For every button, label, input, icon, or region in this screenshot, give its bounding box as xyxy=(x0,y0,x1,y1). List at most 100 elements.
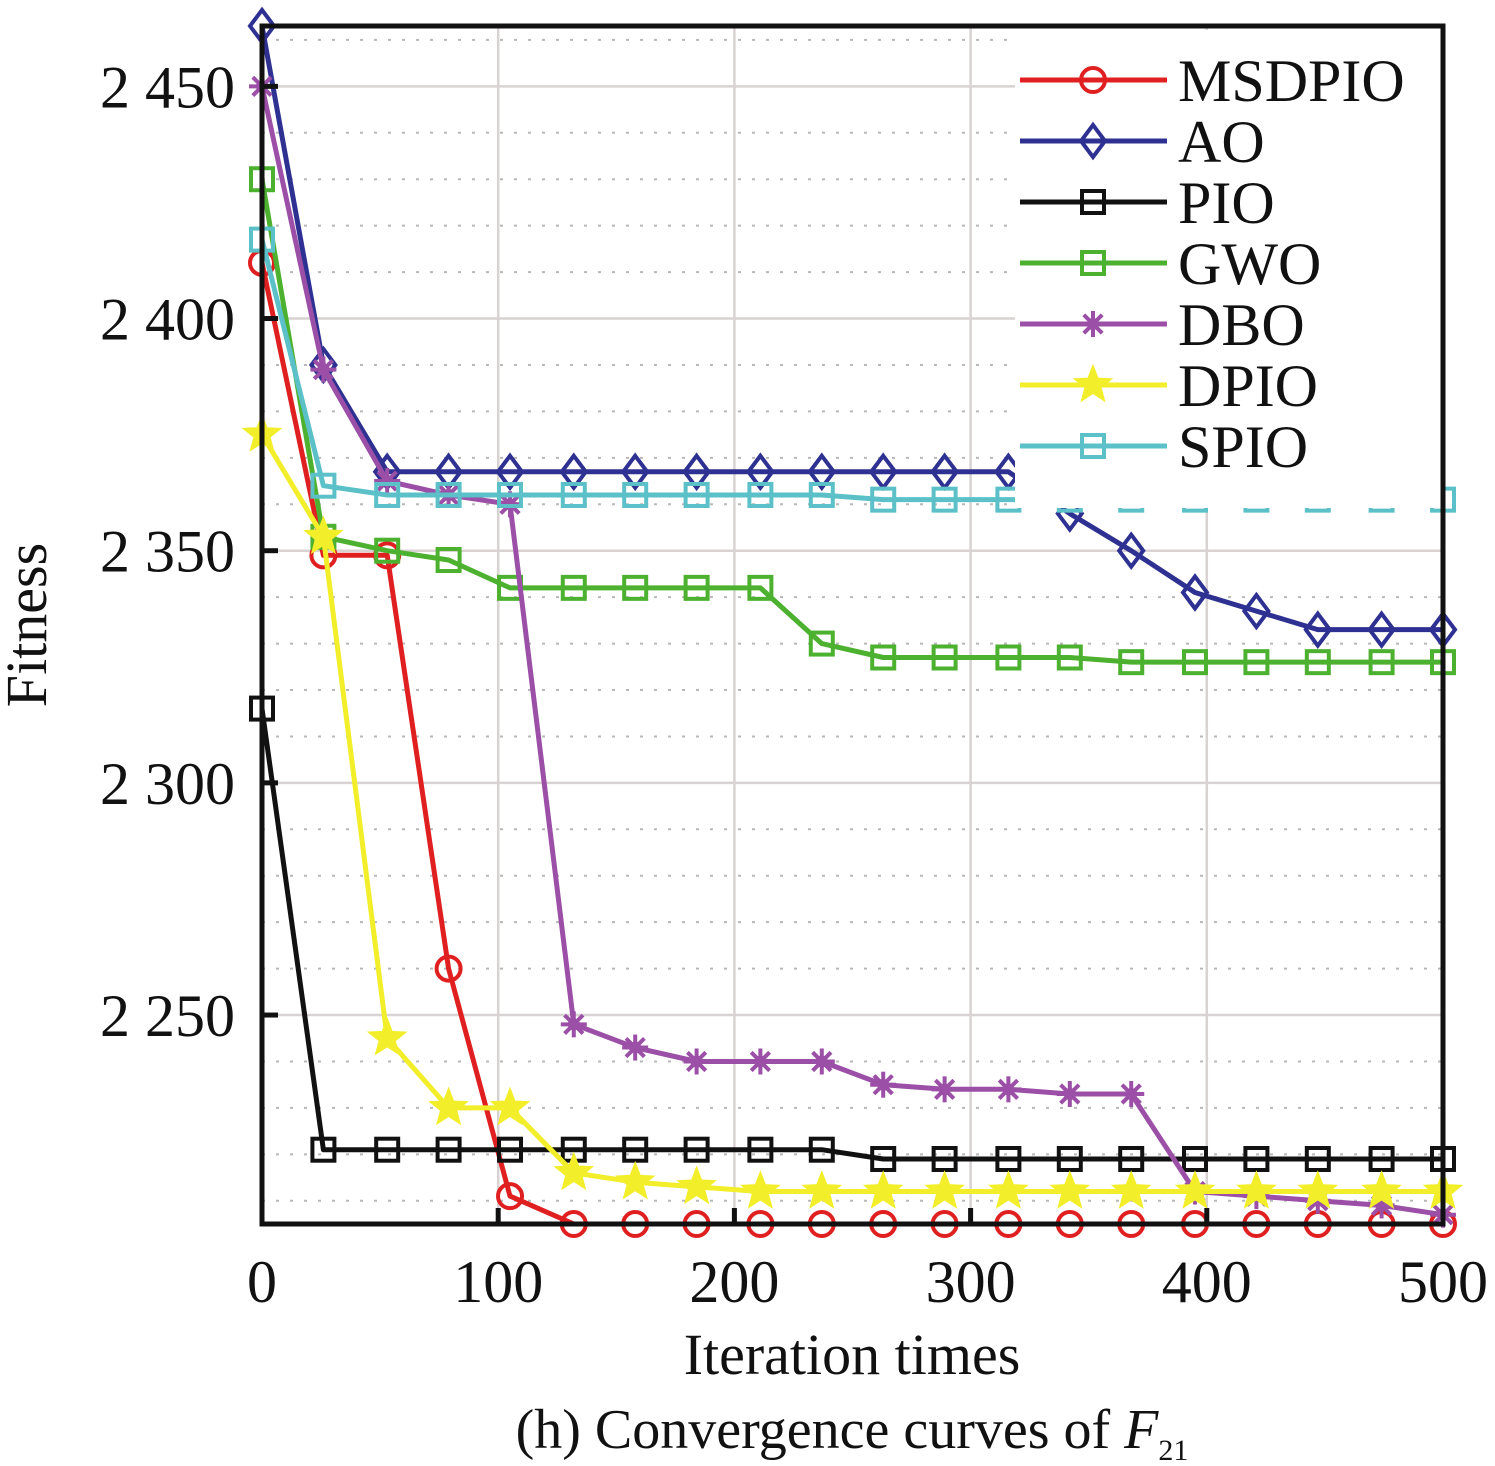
star-marker xyxy=(366,1016,408,1056)
asterisk-center xyxy=(1125,1087,1138,1100)
marker-star xyxy=(1072,363,1114,403)
marker-asterisk xyxy=(808,1048,835,1075)
asterisk-center xyxy=(1087,318,1099,330)
marker-square xyxy=(683,574,710,601)
square-marker xyxy=(747,481,774,508)
legend-label: PIO xyxy=(1178,170,1275,236)
marker-star xyxy=(614,1160,656,1200)
marker-asterisk xyxy=(1118,1080,1145,1107)
diamond-marker xyxy=(1367,610,1397,649)
marker-star xyxy=(801,1170,843,1209)
marker-square xyxy=(560,481,587,508)
marker-square xyxy=(435,1136,462,1163)
marker-square xyxy=(374,537,401,564)
circle-marker xyxy=(496,1182,525,1211)
marker-square xyxy=(1368,649,1395,676)
asterisk-center xyxy=(754,1055,767,1068)
marker-square xyxy=(374,481,401,508)
marker-square xyxy=(747,1136,774,1163)
y-axis-label: Fitness xyxy=(0,543,59,707)
square-marker xyxy=(622,1136,649,1163)
legend-item: AO xyxy=(1020,109,1265,175)
marker-square xyxy=(995,644,1022,671)
marker-square xyxy=(808,481,835,508)
marker-asterisk xyxy=(747,1048,774,1075)
square-marker xyxy=(1118,649,1145,676)
marker-star xyxy=(1236,1170,1277,1209)
legend-background xyxy=(1015,30,1443,508)
marker-diamond xyxy=(559,452,589,492)
marker-square xyxy=(1118,649,1145,676)
x-axis-label: Iteration times xyxy=(684,1322,1021,1387)
marker-asterisk xyxy=(374,468,401,495)
marker-star xyxy=(489,1086,531,1126)
diamond-marker xyxy=(1116,531,1146,571)
marker-star xyxy=(428,1086,469,1126)
square-marker xyxy=(808,630,835,657)
legend-label: SPIO xyxy=(1178,414,1308,480)
axes xyxy=(259,23,1446,1227)
square-marker xyxy=(995,644,1022,671)
square-marker xyxy=(683,1136,710,1163)
marker-star xyxy=(1110,1170,1152,1209)
marker-square xyxy=(747,481,774,508)
legend-label: MSDPIO xyxy=(1178,48,1405,114)
star-marker xyxy=(1049,1170,1091,1209)
figure-caption: (h) Convergence curves of F21 xyxy=(516,1399,1189,1466)
square-marker xyxy=(622,574,649,601)
marker-square xyxy=(1243,649,1270,676)
marker-square xyxy=(870,644,897,671)
square-marker xyxy=(374,537,401,564)
marker-square xyxy=(497,1136,524,1163)
caption-subscript: 21 xyxy=(1158,1434,1188,1466)
square-marker xyxy=(870,1145,897,1172)
caption-symbol: F xyxy=(1123,1399,1159,1461)
asterisk-center xyxy=(629,1041,642,1054)
square-marker xyxy=(931,644,958,671)
marker-asterisk xyxy=(931,1076,958,1103)
legend-item: DBO xyxy=(1020,292,1305,358)
legend-item: DPIO xyxy=(1020,353,1318,419)
x-tick-label: 200 xyxy=(689,1249,779,1315)
marker-square xyxy=(870,486,897,513)
marker-diamond xyxy=(807,452,837,492)
marker-diamond xyxy=(1367,610,1397,649)
marker-diamond xyxy=(495,452,525,492)
marker-asterisk xyxy=(1080,311,1106,337)
square-marker xyxy=(1181,1145,1208,1172)
marker-square xyxy=(1056,1145,1083,1172)
diamond-marker xyxy=(1241,591,1271,631)
square-marker xyxy=(622,481,649,508)
marker-star xyxy=(303,515,344,555)
marker-asterisk xyxy=(310,356,337,383)
marker-asterisk xyxy=(683,1048,710,1075)
legend-item: GWO xyxy=(1020,231,1321,297)
marker-square xyxy=(622,574,649,601)
square-marker xyxy=(435,1136,462,1163)
circle-marker xyxy=(1079,66,1107,94)
marker-star xyxy=(1049,1170,1091,1209)
square-marker xyxy=(870,644,897,671)
square-marker xyxy=(1243,1145,1270,1172)
diamond-marker xyxy=(1055,494,1085,533)
asterisk-center xyxy=(877,1078,890,1091)
star-marker xyxy=(1236,1170,1277,1209)
marker-star xyxy=(1361,1170,1402,1209)
square-marker xyxy=(310,1136,337,1163)
diamond-marker xyxy=(745,452,775,492)
star-marker xyxy=(676,1165,717,1205)
marker-star xyxy=(924,1170,965,1209)
marker-circle xyxy=(434,954,463,983)
marker-asterisk xyxy=(1056,1080,1083,1107)
asterisk-center xyxy=(1063,1087,1076,1100)
marker-star xyxy=(1174,1170,1216,1209)
square-marker xyxy=(1056,1145,1083,1172)
marker-diamond xyxy=(745,452,775,492)
star-marker xyxy=(801,1170,843,1209)
marker-diamond xyxy=(620,452,650,492)
square-marker xyxy=(808,1136,835,1163)
marker-circle xyxy=(496,1182,525,1211)
diamond-marker xyxy=(682,452,712,492)
marker-diamond xyxy=(1303,610,1333,649)
square-marker xyxy=(1181,649,1208,676)
